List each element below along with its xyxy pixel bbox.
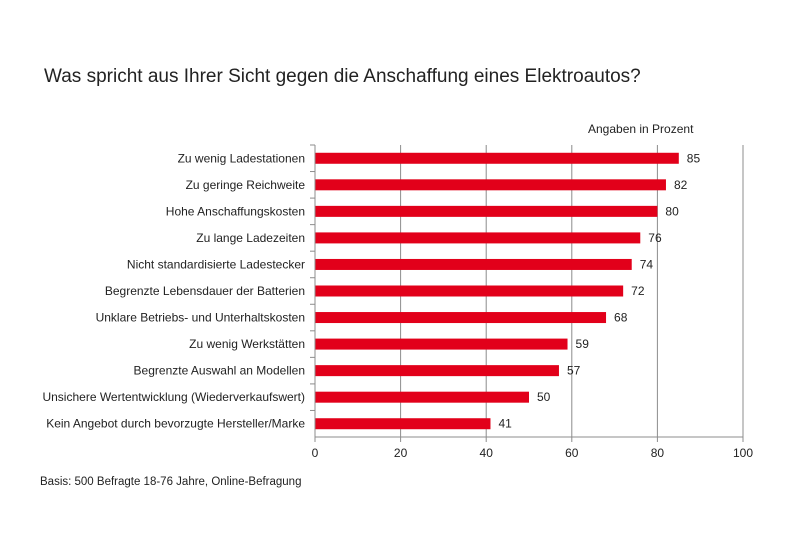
bar	[315, 285, 624, 297]
value-label: 57	[567, 364, 581, 378]
bar	[315, 312, 607, 324]
x-tick-label: 100	[733, 446, 753, 460]
value-label: 85	[687, 151, 701, 165]
value-label: 74	[640, 257, 654, 271]
category-label: Zu wenig Werkstätten	[189, 337, 305, 351]
x-tick-label: 0	[312, 446, 319, 460]
bar	[315, 418, 491, 430]
category-label: Begrenzte Auswahl an Modellen	[134, 364, 305, 378]
category-label: Zu geringe Reichweite	[186, 178, 306, 192]
chart-title: Was spricht aus Ihrer Sicht gegen die An…	[44, 66, 641, 87]
bar	[315, 391, 529, 403]
x-tick-label: 40	[480, 446, 494, 460]
value-label: 50	[537, 390, 551, 404]
category-label: Unklare Betriebs- und Unterhaltskosten	[96, 311, 305, 325]
value-label: 76	[648, 231, 662, 245]
category-label: Zu lange Ladezeiten	[196, 231, 305, 245]
category-label: Kein Angebot durch bevorzugte Hersteller…	[46, 417, 305, 431]
category-label: Hohe Anschaffungskosten	[166, 204, 305, 218]
bar	[315, 365, 559, 377]
bar	[315, 258, 632, 270]
value-label: 82	[674, 178, 688, 192]
bars	[315, 152, 679, 430]
value-label: 68	[614, 311, 628, 325]
bar	[315, 205, 658, 217]
bar	[315, 152, 679, 164]
category-label: Zu wenig Ladestationen	[178, 151, 305, 165]
footnote: Basis: 500 Befragte 18-76 Jahre, Online-…	[40, 476, 302, 488]
category-labels: Zu wenig Ladestationen Zu geringe Reichwe…	[42, 151, 305, 430]
value-label: 41	[498, 417, 512, 431]
category-label: Nicht standardisierte Ladestecker	[127, 257, 305, 271]
x-tick-label: 20	[394, 446, 408, 460]
value-label: 59	[576, 337, 590, 351]
category-label: Unsichere Wertentwicklung (Wiederverkauf…	[42, 390, 305, 404]
x-axis: 0 20 40 60 80 100	[310, 144, 753, 460]
value-label: 72	[631, 284, 645, 298]
bar	[315, 232, 641, 244]
x-tick-label: 60	[565, 446, 579, 460]
category-label: Begrenzte Lebensdauer der Batterien	[105, 284, 305, 298]
value-label: 80	[665, 204, 679, 218]
units-label: Angaben in Prozent	[588, 122, 694, 136]
bar	[315, 179, 666, 191]
x-tick-label: 80	[651, 446, 665, 460]
bar	[315, 338, 568, 350]
